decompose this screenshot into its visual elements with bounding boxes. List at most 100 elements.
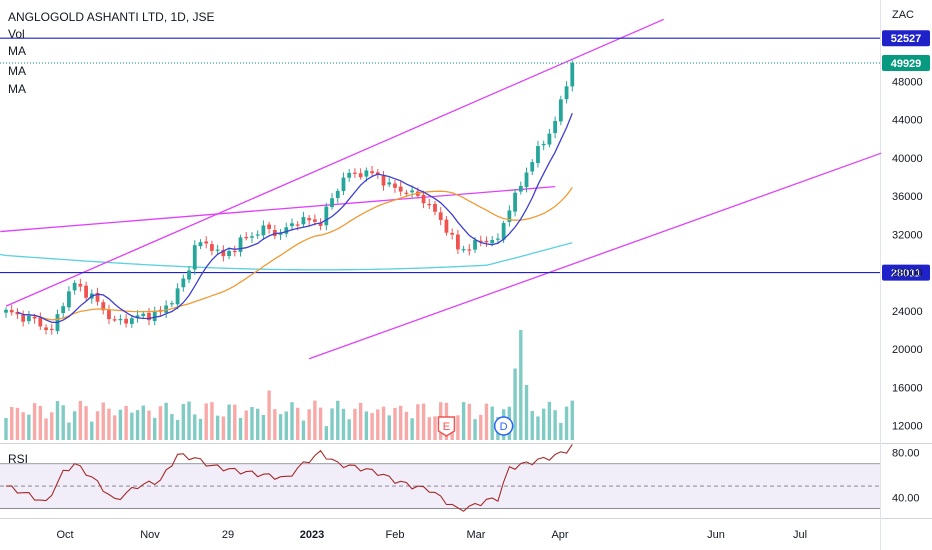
volume-bar: [461, 402, 466, 440]
candle-body: [536, 146, 540, 164]
candle: [181, 274, 186, 292]
candle: [4, 307, 8, 318]
volume-bar: [107, 408, 111, 440]
candle-body: [244, 237, 249, 239]
currency-label: ZAC: [892, 9, 914, 21]
volume-bar: [416, 404, 420, 440]
volume-bar: [284, 411, 288, 440]
volume-bar: [221, 416, 226, 440]
candle-body: [38, 317, 43, 327]
volume-bar: [175, 419, 180, 440]
candle-body: [450, 232, 455, 235]
candle-body: [129, 318, 134, 324]
volume-bar: [364, 411, 369, 440]
candle-body: [4, 309, 8, 313]
candle-body: [501, 223, 506, 240]
candle: [44, 324, 48, 335]
candle: [72, 280, 77, 295]
candle: [107, 304, 111, 325]
time-tick-label: Apr: [551, 529, 568, 541]
candle: [232, 245, 237, 257]
candle: [358, 168, 363, 180]
candle: [513, 188, 517, 217]
falling-trendline: [0, 186, 556, 233]
candle-body: [164, 305, 169, 313]
volume-bar: [10, 406, 14, 440]
price-tick-label: 48000: [892, 76, 923, 88]
candle: [353, 168, 357, 178]
indicator-ma-2[interactable]: MA: [8, 64, 26, 78]
candle-body: [473, 240, 477, 250]
volume-bar: [210, 402, 214, 440]
volume-bar: [524, 385, 529, 440]
volume-bar: [55, 401, 60, 440]
candle-body: [152, 310, 157, 322]
candle-body: [518, 185, 523, 192]
price-tick-label: 32000: [892, 229, 923, 241]
volume-bar: [27, 414, 31, 440]
candle: [101, 299, 106, 315]
price-tick-label: 20000: [892, 344, 923, 356]
volume-bar: [84, 406, 88, 440]
volume-bar: [147, 410, 151, 440]
volume-bar: [112, 415, 117, 440]
volume-bar: [536, 416, 540, 440]
candle-body: [478, 240, 483, 242]
volume-bar: [387, 415, 391, 440]
candle-body: [135, 315, 140, 318]
volume-bar: [21, 412, 25, 440]
candle: [290, 218, 294, 231]
rsi-tick-label: 40.00: [892, 492, 920, 504]
candle-body: [290, 223, 294, 227]
rsi-line: [5, 444, 573, 512]
candle: [553, 116, 558, 139]
volume-bar: [479, 414, 483, 440]
time-tick-label: Oct: [56, 529, 73, 541]
candle-body: [15, 311, 20, 315]
ma-fast-line: [17, 113, 573, 324]
candle: [478, 235, 483, 247]
candle-body: [26, 315, 31, 322]
candle: [410, 185, 415, 198]
indicator-ma-1[interactable]: MA: [8, 44, 26, 58]
volume-bar: [38, 405, 43, 440]
volume-bar: [547, 401, 552, 440]
candle: [198, 239, 203, 250]
indicator-ma-3[interactable]: MA: [8, 82, 26, 96]
candle-body: [84, 285, 88, 298]
candle-body: [175, 288, 180, 305]
volume-bar: [67, 422, 71, 440]
candle-body: [507, 210, 512, 222]
candle-body: [353, 172, 357, 174]
volume-bar: [570, 400, 574, 440]
volume-bar: [473, 419, 477, 440]
candle-body: [558, 99, 563, 122]
candle-body: [570, 63, 575, 87]
candle-body: [433, 203, 437, 212]
rsi-label[interactable]: RSI: [8, 452, 29, 466]
candle: [278, 228, 283, 241]
candle-body: [393, 183, 397, 188]
indicator-vol[interactable]: Vol: [8, 27, 25, 41]
volume-bar: [530, 410, 534, 440]
candle: [61, 302, 66, 319]
volume-bar: [318, 407, 323, 440]
candle-body: [250, 236, 254, 238]
ma-mid-line: [23, 187, 573, 321]
candle-body: [101, 302, 106, 311]
volume-bar: [204, 403, 208, 440]
candle: [507, 205, 512, 227]
candle-body: [438, 212, 443, 221]
candle-body: [49, 328, 54, 331]
candle-body: [221, 249, 226, 257]
volume-bar: [273, 409, 277, 440]
volume-bar: [193, 414, 197, 440]
ma-slow-line: [0, 242, 573, 271]
volume-bar: [330, 408, 334, 440]
candle-body: [358, 173, 363, 178]
volume-bar: [158, 406, 163, 440]
candle-body: [95, 292, 100, 302]
volume-bar: [261, 415, 266, 440]
candle-body: [553, 121, 558, 134]
